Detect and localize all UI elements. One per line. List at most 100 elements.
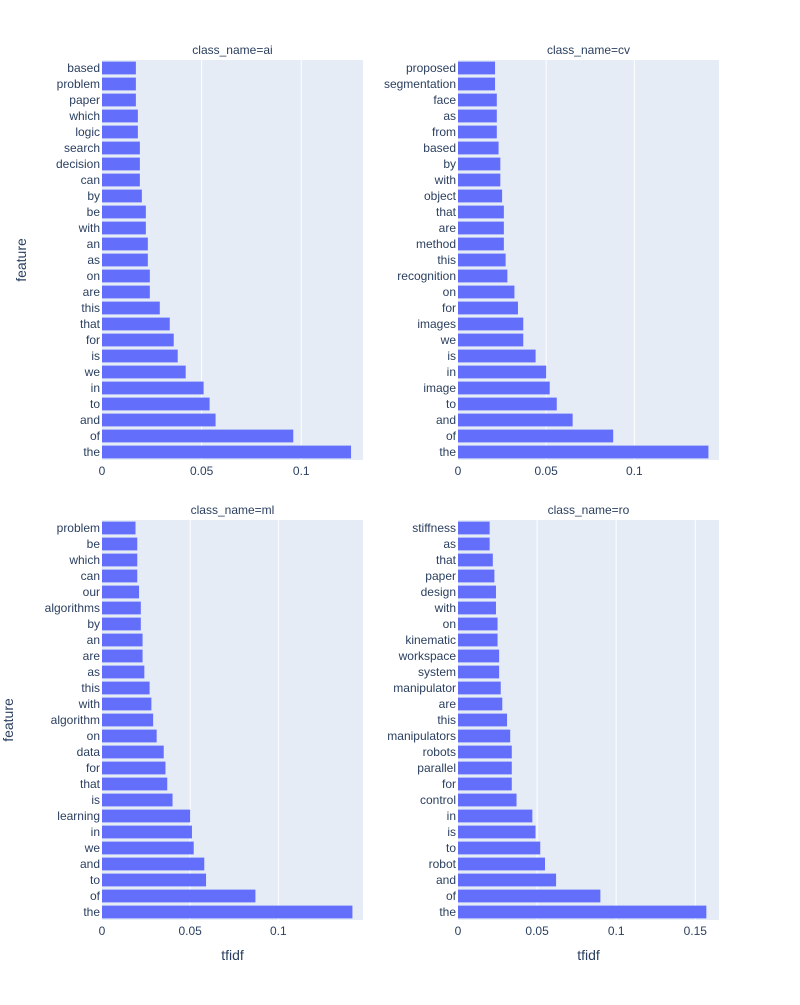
category-label: in bbox=[447, 809, 456, 823]
x-tick-label: 0.1 bbox=[270, 924, 287, 938]
y-axis-title: feature bbox=[0, 698, 16, 742]
category-label: system bbox=[418, 665, 456, 679]
bar-to bbox=[458, 397, 557, 411]
bar-is bbox=[102, 793, 173, 807]
panel-title: class_name=ro bbox=[548, 503, 630, 517]
category-label: by bbox=[87, 189, 100, 203]
bar-of bbox=[458, 889, 601, 903]
bar-in bbox=[458, 365, 547, 379]
bar-with bbox=[458, 173, 501, 187]
bar-and bbox=[458, 873, 557, 887]
bar-are bbox=[102, 649, 143, 663]
bar-algorithm bbox=[102, 713, 154, 727]
bar-and bbox=[102, 413, 216, 427]
bar-algorithms bbox=[102, 601, 141, 615]
category-label: of bbox=[446, 429, 457, 443]
bar-of bbox=[458, 429, 614, 443]
category-label: and bbox=[436, 413, 456, 427]
category-label: by bbox=[87, 617, 100, 631]
category-label: are bbox=[439, 697, 457, 711]
bar-robots bbox=[458, 745, 512, 759]
bar-this bbox=[102, 681, 150, 695]
bar-as bbox=[102, 665, 145, 679]
bar-in bbox=[458, 809, 533, 823]
category-label: we bbox=[440, 333, 457, 347]
category-label: are bbox=[83, 649, 101, 663]
bar-data bbox=[102, 745, 164, 759]
category-label: to bbox=[90, 873, 100, 887]
bar-are bbox=[458, 221, 504, 235]
bar-with bbox=[102, 697, 152, 711]
bar-by bbox=[102, 189, 142, 203]
category-label: which bbox=[68, 109, 100, 123]
category-label: for bbox=[86, 333, 100, 347]
bar-by bbox=[458, 157, 501, 171]
category-label: is bbox=[447, 825, 456, 839]
category-label: with bbox=[434, 601, 456, 615]
bar-to bbox=[102, 397, 210, 411]
x-tick-label: 0.1 bbox=[626, 464, 643, 478]
bar-for bbox=[458, 777, 512, 791]
category-label: this bbox=[437, 253, 456, 267]
bar-that bbox=[458, 205, 504, 219]
bar-the bbox=[458, 905, 707, 919]
category-label: is bbox=[447, 349, 456, 363]
bar-are bbox=[102, 285, 150, 299]
category-label: can bbox=[81, 173, 100, 187]
category-label: we bbox=[84, 841, 101, 855]
panel-title: class_name=ai bbox=[192, 43, 272, 57]
category-label: to bbox=[446, 841, 456, 855]
category-label: robots bbox=[423, 745, 456, 759]
panel-title: class_name=ml bbox=[191, 503, 275, 517]
category-label: which bbox=[68, 553, 100, 567]
x-tick-label: 0 bbox=[99, 464, 106, 478]
bar-recognition bbox=[458, 269, 508, 283]
bar-with bbox=[102, 221, 146, 235]
category-label: can bbox=[81, 569, 100, 583]
x-tick-label: 0.1 bbox=[293, 464, 310, 478]
bar-problem bbox=[102, 521, 136, 535]
bar-and bbox=[102, 857, 205, 871]
bar-this bbox=[458, 713, 508, 727]
category-label: of bbox=[90, 429, 101, 443]
category-label: as bbox=[87, 253, 100, 267]
category-label: the bbox=[439, 905, 456, 919]
bar-be bbox=[102, 205, 146, 219]
bar-this bbox=[102, 301, 160, 315]
bar-an bbox=[102, 237, 148, 251]
category-label: in bbox=[91, 381, 100, 395]
category-label: on bbox=[87, 729, 100, 743]
bar-we bbox=[102, 365, 186, 379]
category-label: that bbox=[436, 553, 457, 567]
category-label: of bbox=[90, 889, 101, 903]
category-label: to bbox=[446, 397, 456, 411]
category-label: logic bbox=[75, 125, 100, 139]
category-label: parallel bbox=[417, 761, 456, 775]
category-label: object bbox=[424, 189, 457, 203]
bar-manipulators bbox=[458, 729, 511, 743]
bar-the bbox=[458, 445, 709, 459]
category-label: and bbox=[436, 873, 456, 887]
category-label: on bbox=[443, 285, 456, 299]
bar-based bbox=[458, 141, 499, 155]
bar-for bbox=[458, 301, 518, 315]
category-label: robot bbox=[429, 857, 457, 871]
bar-search bbox=[102, 141, 140, 155]
bar-logic bbox=[102, 125, 138, 139]
category-label: be bbox=[87, 205, 101, 219]
bar-of bbox=[102, 889, 256, 903]
bar-image bbox=[458, 381, 550, 395]
bar-proposed bbox=[458, 61, 496, 75]
category-label: paper bbox=[69, 93, 100, 107]
bar-workspace bbox=[458, 649, 500, 663]
bar-problem bbox=[102, 77, 136, 91]
bar-control bbox=[458, 793, 517, 807]
bar-be bbox=[102, 537, 138, 551]
x-tick-label: 0.05 bbox=[178, 924, 202, 938]
category-label: on bbox=[443, 617, 456, 631]
bar-from bbox=[458, 125, 497, 139]
category-label: our bbox=[83, 585, 100, 599]
category-label: workspace bbox=[398, 649, 457, 663]
